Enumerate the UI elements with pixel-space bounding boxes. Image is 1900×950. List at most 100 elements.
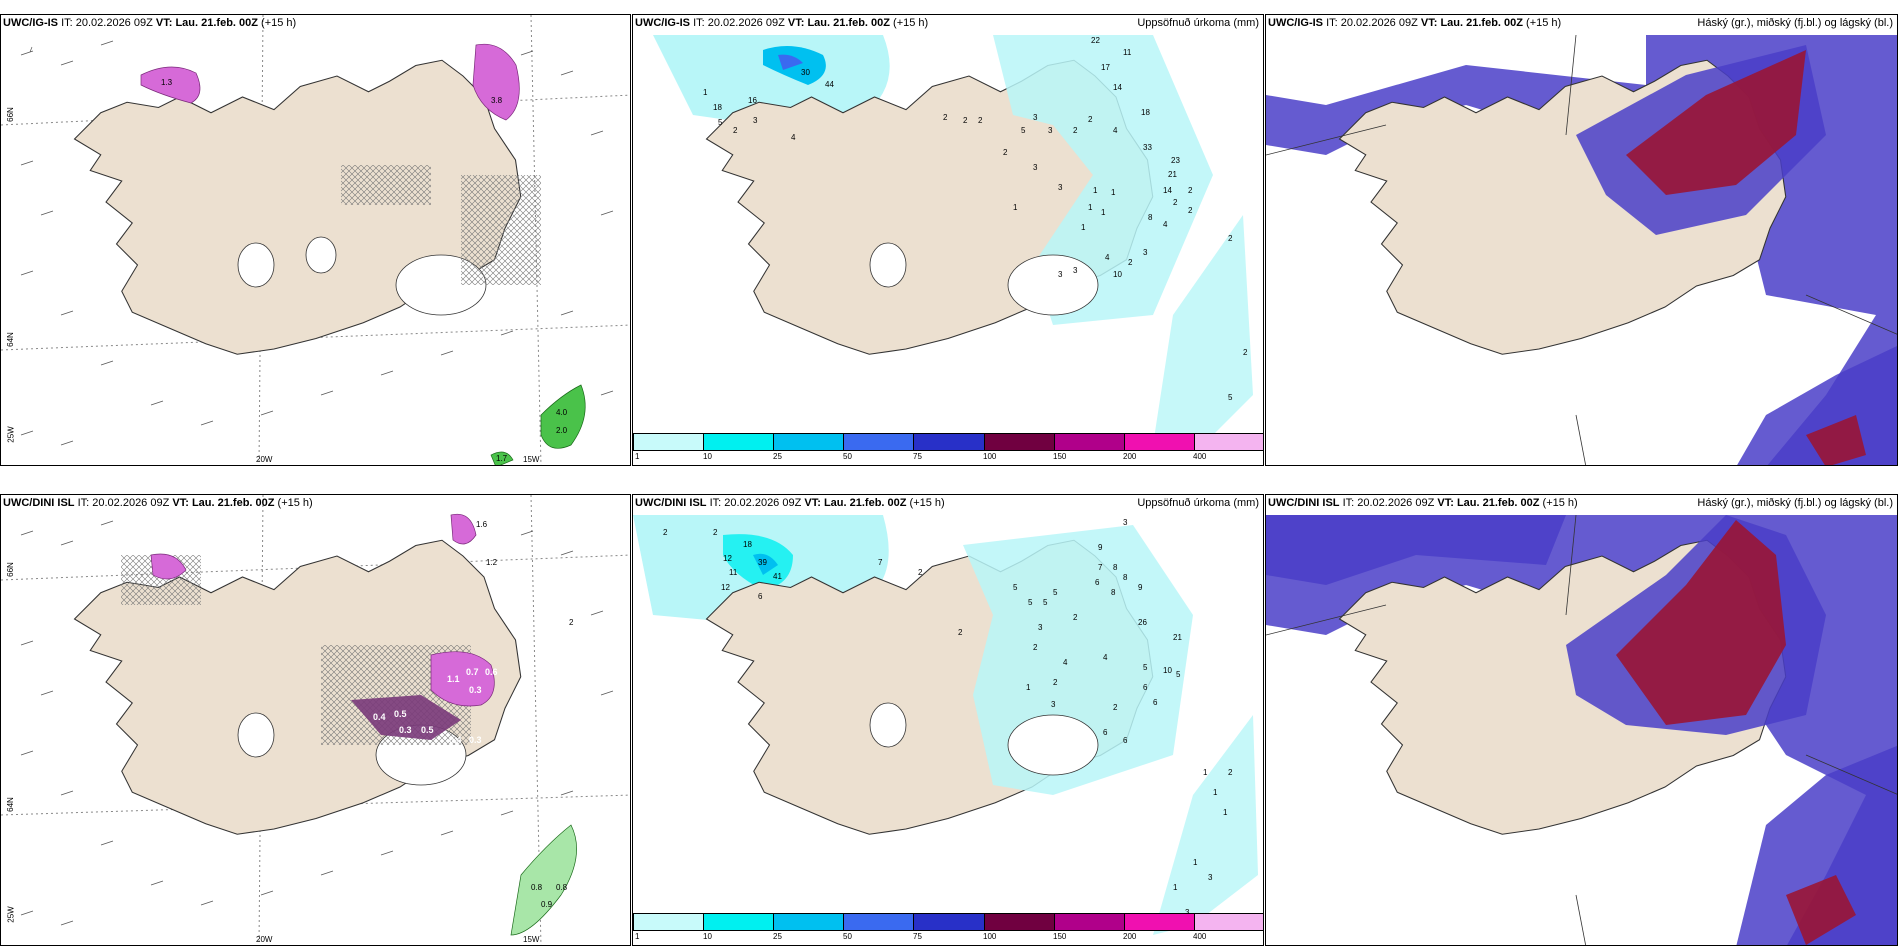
precip-map-row1: 22 11 17 14 18 33 23 21 14 2 2 2 8 4 2 3… (633, 15, 1263, 465)
svg-text:4: 4 (1113, 126, 1118, 135)
lon-label-15: 15W (523, 935, 540, 944)
cloud-title: Háský (gr.), miðský (fj.bl.) og lágský (… (1697, 497, 1893, 509)
svg-text:4: 4 (1103, 653, 1108, 662)
colorbar-tick: 200 (1123, 452, 1137, 461)
svg-text:2: 2 (1073, 126, 1078, 135)
lat-label-64: 64N (5, 332, 15, 347)
precip-labels-row2: 3 9 7 8 6 8 9 8 26 21 10 5 5 6 2 4 4 5 5… (663, 518, 1233, 917)
lead-time: (+15 h) (1526, 17, 1562, 29)
svg-text:33: 33 (1143, 143, 1152, 152)
svg-text:6: 6 (1103, 728, 1108, 737)
lead-time: (+15 h) (1542, 497, 1578, 509)
model-name: UWC/DINI ISL (3, 497, 75, 509)
precip-title: Uppsöfnuð úrkoma (mm) (1137, 17, 1259, 29)
svg-text:3: 3 (1208, 873, 1213, 882)
wind-value: 0.6 (485, 667, 498, 677)
lead-time: (+15 h) (277, 497, 313, 509)
svg-text:2: 2 (1188, 186, 1193, 195)
colorbar-swatch (774, 914, 845, 930)
it-label: IT: (61, 17, 73, 29)
svg-text:2: 2 (663, 528, 668, 537)
svg-text:23: 23 (1171, 156, 1180, 165)
wind-map-row2: 1.6 1.2 2 0.7 0.6 0.3 1.1 0.4 0.5 0.3 0.… (1, 495, 630, 945)
svg-text:3: 3 (1185, 908, 1190, 917)
precip-title: Uppsöfnuð úrkoma (mm) (1137, 497, 1259, 509)
precip-map-panel-row2: 3 9 7 8 6 8 9 8 26 21 10 5 5 6 2 4 4 5 5… (632, 494, 1264, 946)
svg-text:1: 1 (1111, 188, 1116, 197)
colorbar-swatch (914, 434, 985, 450)
svg-text:6: 6 (758, 592, 763, 601)
svg-text:16: 16 (748, 96, 757, 105)
colorbar-ticks: 1 10 25 50 75 100 150 200 400 (633, 452, 1263, 462)
svg-text:5: 5 (1053, 588, 1058, 597)
svg-text:3: 3 (1033, 113, 1038, 122)
svg-text:1: 1 (1081, 223, 1086, 232)
colorbar-swatch (634, 914, 705, 930)
colorbar-tick: 10 (703, 452, 712, 461)
svg-text:18: 18 (1141, 108, 1150, 117)
colorbar-swatch (984, 434, 1055, 450)
wind-value: 1.2 (486, 558, 498, 567)
colorbar-swatch (844, 434, 915, 450)
svg-text:2: 2 (1188, 206, 1193, 215)
colorbar-swatch (704, 434, 775, 450)
colorbar-swatch (704, 914, 775, 930)
lat-label-66: 66N (5, 107, 15, 122)
svg-text:5: 5 (1043, 598, 1048, 607)
colorbar-tick: 1 (635, 932, 640, 941)
svg-text:2: 2 (1053, 678, 1058, 687)
wind-value: 1.6 (476, 520, 488, 529)
svg-text:1: 1 (1173, 883, 1178, 892)
wind-value: 0.5 (421, 725, 434, 735)
colorbar-tick: 400 (1193, 452, 1207, 461)
wind-value: 0.5 (394, 709, 407, 719)
svg-text:21: 21 (1173, 633, 1182, 642)
svg-text:3: 3 (1038, 623, 1043, 632)
svg-text:2: 2 (943, 113, 948, 122)
vt-value: Lau. 21.feb. 00Z (175, 17, 258, 29)
svg-text:3: 3 (1048, 126, 1053, 135)
wind-value: 2.0 (556, 426, 568, 435)
svg-text:17: 17 (1101, 63, 1110, 72)
svg-text:5: 5 (1176, 670, 1181, 679)
colorbar-tick: 50 (843, 932, 852, 941)
svg-text:44: 44 (825, 80, 834, 89)
svg-text:2: 2 (1128, 258, 1133, 267)
precip-map-row2: 3 9 7 8 6 8 9 8 26 21 10 5 5 6 2 4 4 5 5… (633, 495, 1263, 945)
it-label: IT: (77, 497, 90, 509)
panel-header: UWC/IG-IS IT: 20.02.2026 09Z VT: Lau. 21… (3, 17, 296, 29)
lon-label-20: 20W (256, 455, 273, 464)
panel-header: UWC/DINI ISL IT: 20.02.2026 09Z VT: Lau.… (635, 497, 945, 509)
svg-text:6: 6 (1153, 698, 1158, 707)
svg-text:3: 3 (1051, 700, 1056, 709)
colorbar-swatch (1124, 914, 1195, 930)
wind-value: 0.7 (466, 667, 479, 677)
svg-text:5: 5 (1228, 393, 1233, 402)
wind-value: 4.0 (556, 408, 568, 417)
lead-time: (+15 h) (893, 17, 929, 29)
vt-label: VT: (155, 17, 173, 29)
it-value: 20.02.2026 09Z (724, 497, 802, 509)
wind-value: 2 (569, 618, 574, 627)
colorbar-tick: 400 (1193, 932, 1207, 941)
model-name: UWC/DINI ISL (635, 497, 707, 509)
svg-text:5: 5 (1143, 663, 1148, 672)
lon-label-20: 20W (256, 935, 273, 944)
svg-text:14: 14 (1163, 186, 1172, 195)
it-value: 20.02.2026 09Z (75, 17, 153, 29)
svg-text:5: 5 (1013, 583, 1018, 592)
svg-text:2: 2 (918, 568, 923, 577)
it-label: IT: (1326, 17, 1338, 29)
colorbar-swatch (1054, 914, 1125, 930)
svg-text:14: 14 (1113, 83, 1122, 92)
svg-text:12: 12 (723, 554, 732, 563)
svg-text:2: 2 (733, 126, 738, 135)
svg-text:2: 2 (1033, 643, 1038, 652)
svg-text:5: 5 (1028, 598, 1033, 607)
vt-label: VT: (787, 17, 805, 29)
vt-value: Lau. 21.feb. 00Z (1440, 17, 1523, 29)
svg-text:22: 22 (1091, 36, 1100, 45)
svg-text:8: 8 (1111, 588, 1116, 597)
svg-text:1: 1 (1093, 186, 1098, 195)
svg-text:2: 2 (978, 116, 983, 125)
